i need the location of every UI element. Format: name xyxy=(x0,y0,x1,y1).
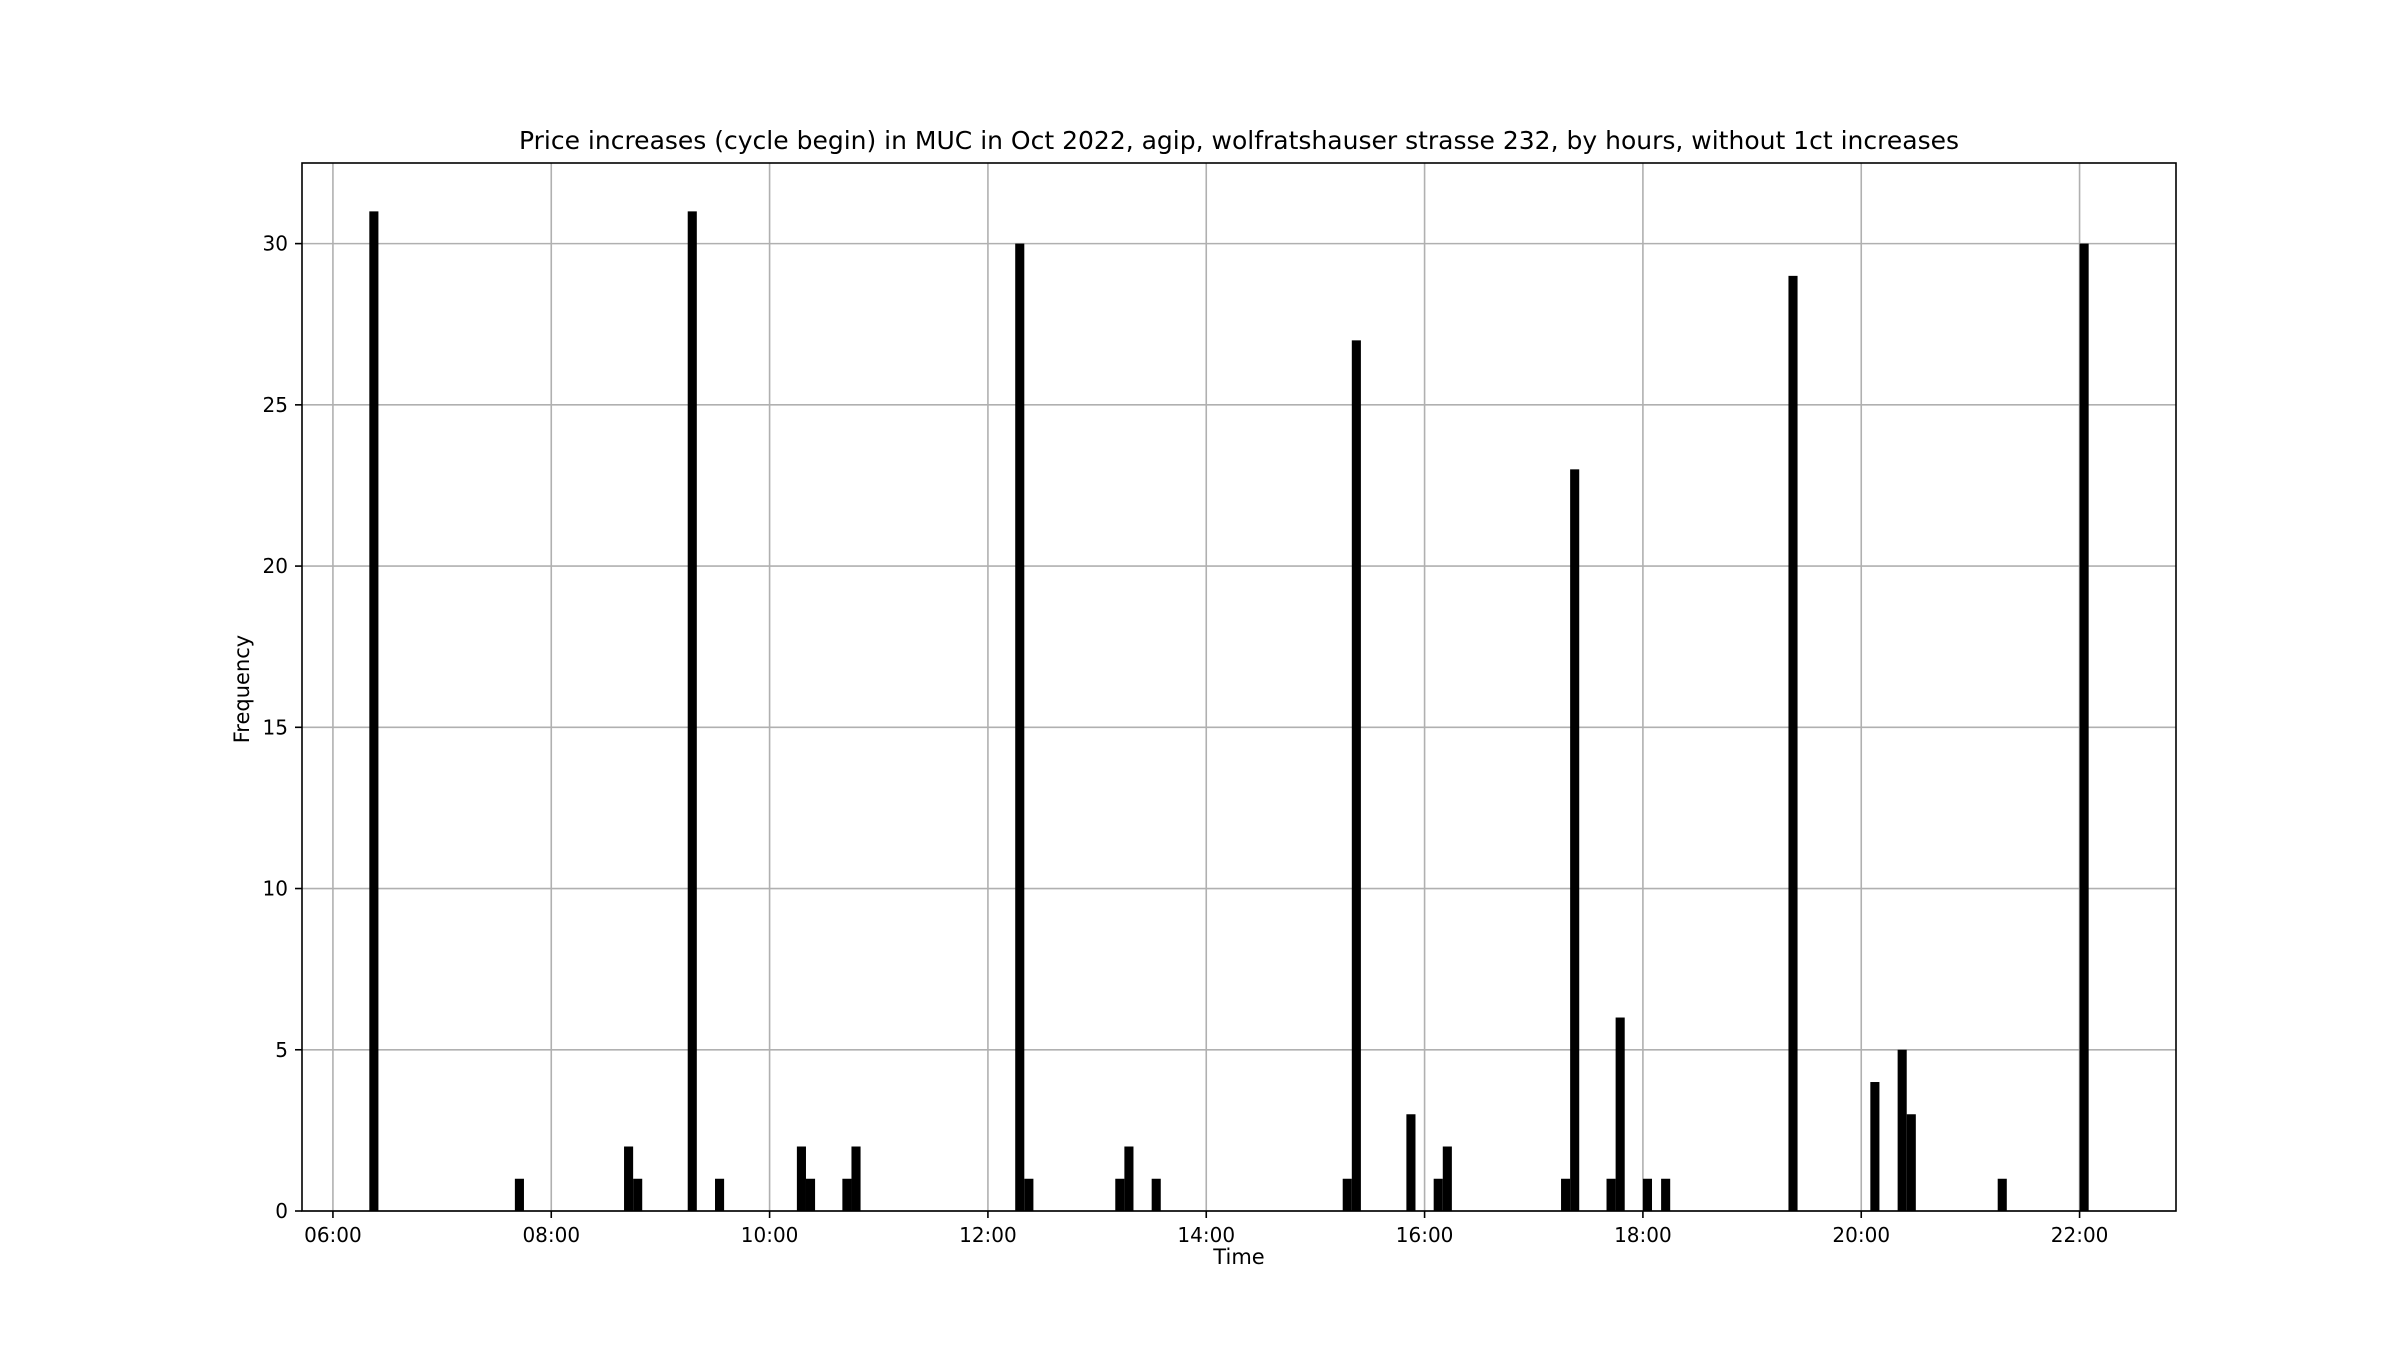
y-tick-label: 25 xyxy=(263,393,288,417)
x-tick-label: 18:00 xyxy=(1614,1223,1672,1247)
histogram-bar xyxy=(1433,1178,1443,1211)
histogram-bar xyxy=(1115,1178,1125,1211)
x-axis-label: Time xyxy=(1212,1245,1264,1269)
histogram-bar xyxy=(842,1178,852,1211)
histogram-bar xyxy=(1442,1146,1452,1211)
histogram-bar xyxy=(805,1178,816,1211)
y-tick-label: 10 xyxy=(263,877,288,901)
chart-title: Price increases (cycle begin) in MUC in … xyxy=(519,126,1959,155)
histogram-bar xyxy=(851,1146,861,1211)
histogram-bar xyxy=(796,1146,806,1211)
histogram-bar xyxy=(1997,1178,2007,1211)
histogram-bar xyxy=(687,211,697,1211)
y-tick-label: 15 xyxy=(263,715,288,739)
x-tick-label: 16:00 xyxy=(1396,1223,1454,1247)
axis-ticks: 06:00 08:00 10:00 12:00 14:00 16:00 18:00 20:00… xyxy=(263,232,2109,1247)
histogram-bar xyxy=(1406,1114,1416,1211)
histogram-bar xyxy=(715,1178,725,1211)
histogram-bar xyxy=(1615,1017,1625,1211)
histogram-bar xyxy=(514,1178,524,1211)
histogram-bar xyxy=(1351,340,1361,1211)
histogram-bar xyxy=(369,211,379,1211)
histogram-bar xyxy=(1897,1049,1907,1211)
histogram-bar xyxy=(1124,1146,1134,1211)
histogram-bar xyxy=(1342,1178,1352,1211)
x-tick-label: 12:00 xyxy=(959,1223,1017,1247)
histogram-bar xyxy=(1606,1178,1616,1211)
histogram-bar xyxy=(2079,243,2089,1212)
y-tick-label: 30 xyxy=(263,232,288,256)
histogram-bar xyxy=(1015,243,1025,1212)
y-axis-label: Frequency xyxy=(230,635,254,744)
x-tick-label: 06:00 xyxy=(304,1223,362,1247)
x-tick-label: 14:00 xyxy=(1177,1223,1235,1247)
x-tick-label: 20:00 xyxy=(1832,1223,1890,1247)
histogram-bar xyxy=(1870,1082,1880,1211)
histogram-bar xyxy=(1561,1178,1571,1211)
y-tick-label: 20 xyxy=(263,554,288,578)
x-tick-label: 22:00 xyxy=(2051,1223,2109,1247)
x-tick-label: 10:00 xyxy=(741,1223,799,1247)
plot-frame xyxy=(301,162,2177,1212)
x-tick-label: 08:00 xyxy=(522,1223,580,1247)
bars xyxy=(369,211,2089,1212)
histogram-bar xyxy=(633,1178,643,1211)
histogram-bar xyxy=(1906,1114,1916,1211)
gridlines xyxy=(302,163,2176,1212)
histogram-bar xyxy=(1642,1178,1653,1211)
histogram-bar xyxy=(1024,1178,1034,1211)
histogram-bar xyxy=(1570,469,1580,1211)
histogram-bar xyxy=(1661,1178,1671,1211)
y-tick-label: 5 xyxy=(275,1038,288,1062)
histogram-bar xyxy=(1788,275,1798,1211)
y-tick-label: 0 xyxy=(275,1199,288,1223)
histogram-bar xyxy=(1151,1178,1161,1211)
histogram-bar xyxy=(624,1146,634,1211)
